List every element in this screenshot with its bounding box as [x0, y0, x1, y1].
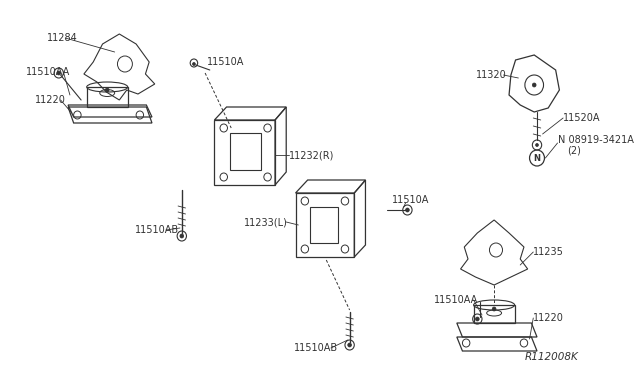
Text: 11510AB: 11510AB: [294, 343, 338, 353]
Circle shape: [406, 208, 410, 212]
Text: 11233(L): 11233(L): [244, 217, 288, 227]
Text: 11510A: 11510A: [207, 57, 244, 67]
Text: 11510A: 11510A: [392, 195, 429, 205]
Text: 11235: 11235: [533, 247, 564, 257]
Circle shape: [348, 343, 351, 347]
Text: 11520A: 11520A: [563, 113, 600, 123]
Text: N: N: [534, 154, 541, 163]
Text: R112008K: R112008K: [524, 352, 578, 362]
Circle shape: [536, 144, 538, 147]
Circle shape: [180, 234, 184, 238]
Text: 11510AB: 11510AB: [135, 225, 179, 235]
Circle shape: [106, 88, 109, 92]
Text: 11220: 11220: [533, 313, 564, 323]
Text: 11284: 11284: [47, 33, 77, 43]
Text: 11232(R): 11232(R): [289, 150, 334, 160]
Circle shape: [532, 83, 536, 87]
Text: 11220: 11220: [35, 95, 67, 105]
Text: 11320: 11320: [476, 70, 506, 80]
Circle shape: [476, 317, 479, 321]
Circle shape: [492, 307, 496, 311]
Text: 11510AA: 11510AA: [26, 67, 70, 77]
Circle shape: [193, 62, 195, 65]
Text: 11510AA: 11510AA: [433, 295, 478, 305]
Text: (2): (2): [567, 145, 580, 155]
Circle shape: [57, 71, 61, 75]
Text: N 08919-3421A: N 08919-3421A: [557, 135, 634, 145]
